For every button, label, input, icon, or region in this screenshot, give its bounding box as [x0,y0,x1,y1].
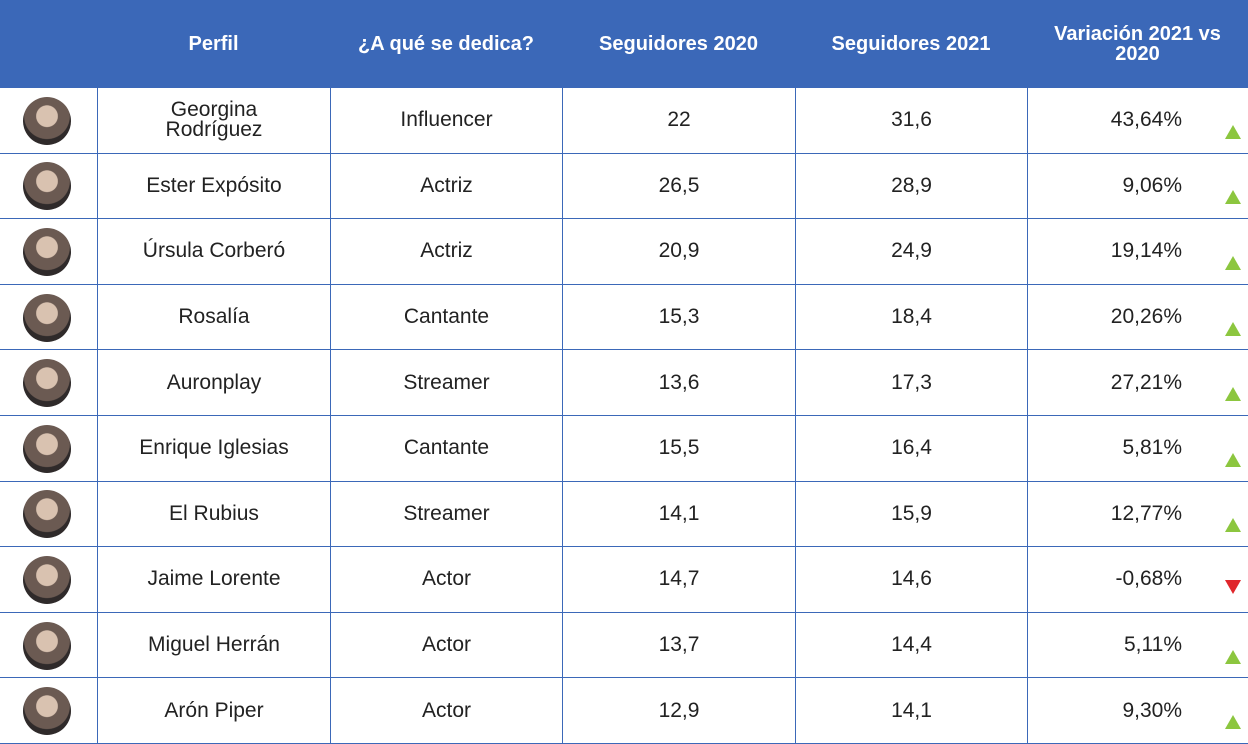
cell-variacion: 9,30% [1027,678,1248,744]
avatar [23,687,71,735]
cell-perfil: Arón Piper [97,678,330,744]
avatar [23,622,71,670]
cell-dedica: Cantante [330,285,562,351]
page: Perfil¿A qué se dedica?Seguidores 2020Se… [0,0,1248,744]
cell-s2020: 20,9 [562,219,795,285]
trend-arrow [1225,453,1241,467]
cell-perfil: Úrsula Corberó [97,219,330,285]
cell-variacion: 43,64% [1027,88,1248,154]
trend-arrow [1225,650,1241,664]
cell-s2020: 14,1 [562,482,795,548]
trend-arrow [1225,190,1241,204]
avatar [23,97,71,145]
cell-s2021: 15,9 [795,482,1027,548]
cell-perfil: Georgina Rodríguez [97,88,330,154]
cell-variacion: -0,68% [1027,547,1248,613]
cell-variacion: 5,11% [1027,613,1248,679]
cell-perfil: Miguel Herrán [97,613,330,679]
avatar [23,359,71,407]
cell-variacion: 12,77% [1027,482,1248,548]
cell-perfil: El Rubius [97,482,330,548]
cell-variacion: 5,81% [1027,416,1248,482]
header-cell: Seguidores 2020 [562,0,795,88]
trend-arrow [1225,387,1241,401]
cell-perfil: Enrique Iglesias [97,416,330,482]
cell-s2021: 14,4 [795,613,1027,679]
cell-s2021: 16,4 [795,416,1027,482]
cell-s2020: 15,3 [562,285,795,351]
cell-dedica: Streamer [330,482,562,548]
avatar [23,228,71,276]
cell-s2020: 13,7 [562,613,795,679]
header-cell: Variación 2021 vs 2020 [1027,0,1248,88]
cell-s2020: 13,6 [562,350,795,416]
trend-arrow [1225,256,1241,270]
cell-s2021: 14,6 [795,547,1027,613]
trend-arrow [1225,322,1241,336]
trend-arrow [1225,580,1241,594]
cell-s2021: 17,3 [795,350,1027,416]
cell-dedica: Influencer [330,88,562,154]
cell-s2021: 18,4 [795,285,1027,351]
avatar [23,294,71,342]
avatar [23,556,71,604]
cell-s2020: 14,7 [562,547,795,613]
cell-dedica: Actriz [330,154,562,220]
cell-dedica: Actor [330,547,562,613]
cell-s2020: 26,5 [562,154,795,220]
cell-variacion: 19,14% [1027,219,1248,285]
header-cell: Seguidores 2021 [795,0,1027,88]
cell-perfil: Ester Expósito [97,154,330,220]
cell-s2020: 15,5 [562,416,795,482]
cell-s2021: 28,9 [795,154,1027,220]
cell-perfil: Jaime Lorente [97,547,330,613]
header-cell: ¿A qué se dedica? [330,0,562,88]
cell-variacion: 9,06% [1027,154,1248,220]
cell-dedica: Streamer [330,350,562,416]
cell-dedica: Cantante [330,416,562,482]
trend-arrow [1225,715,1241,729]
trend-arrow [1225,125,1241,139]
cell-dedica: Actor [330,678,562,744]
cell-perfil: Auronplay [97,350,330,416]
header-cell: Perfil [97,0,330,88]
cell-s2020: 22 [562,88,795,154]
cell-s2020: 12,9 [562,678,795,744]
cell-s2021: 24,9 [795,219,1027,285]
cell-perfil: Rosalía [97,285,330,351]
cell-variacion: 20,26% [1027,285,1248,351]
cell-variacion: 27,21% [1027,350,1248,416]
cell-dedica: Actor [330,613,562,679]
trend-arrow [1225,518,1241,532]
cell-s2021: 31,6 [795,88,1027,154]
cell-dedica: Actriz [330,219,562,285]
avatar [23,425,71,473]
cell-s2021: 14,1 [795,678,1027,744]
